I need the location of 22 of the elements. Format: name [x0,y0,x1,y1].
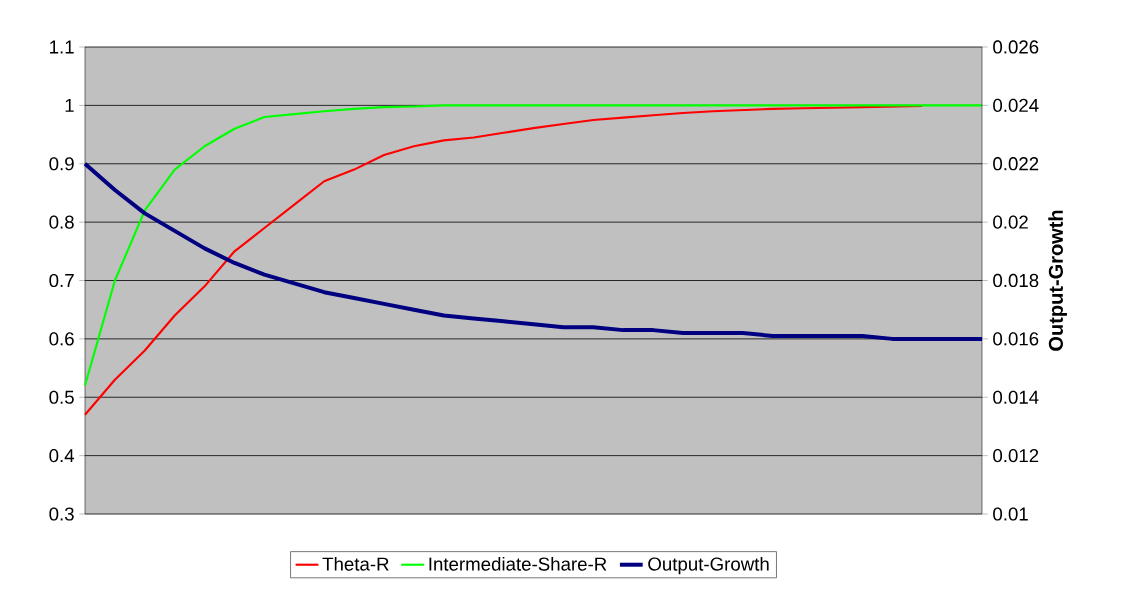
legend-label: Intermediate-Share-R [429,556,607,571]
y2-tick-label: 0.012 [993,449,1039,463]
y2-tick-label: 0.024 [993,98,1039,112]
y2-tick-label: 0.026 [993,40,1039,54]
y2-axis-title: Output-Growth [1048,210,1067,351]
y-tick-label: 0.4 [49,449,75,463]
y2-tick-label: 0.01 [993,507,1028,521]
y-tick-label: 1.1 [50,40,74,54]
y-tick-label: 0.6 [49,332,74,346]
y2-tick-label: 0.022 [993,157,1039,171]
y-tick-label: 0.7 [49,273,74,288]
y2-tick-label: 0.016 [993,332,1039,346]
y2-tick-label: 0.014 [993,390,1039,404]
legend-label: Output-Growth [648,556,769,575]
y-tick-label: 0.8 [49,215,74,229]
y-tick-label: 0.9 [49,157,74,171]
y2-tick-label: 0.02 [993,215,1028,229]
y-tick-label: 0.5 [49,390,74,404]
y-tick-label: 1 [65,98,74,112]
y2-tick-label: 0.018 [993,273,1039,288]
legend-label: Theta-R [322,556,389,571]
y-tick-label: 0.3 [49,507,74,521]
